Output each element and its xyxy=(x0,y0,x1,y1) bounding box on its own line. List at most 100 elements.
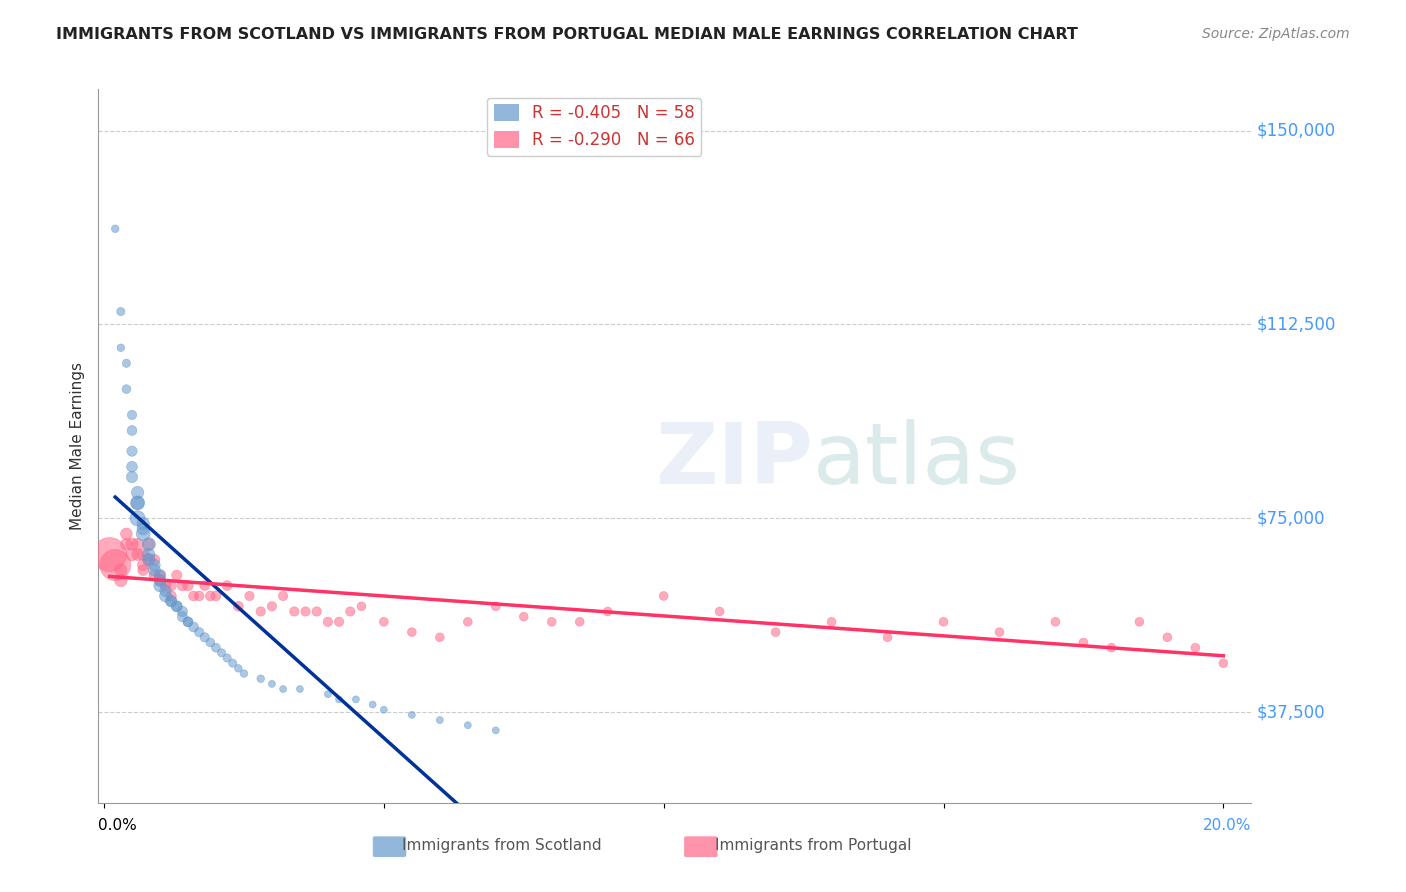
Point xyxy=(429,630,451,644)
Point xyxy=(121,459,143,474)
Point xyxy=(249,672,271,686)
Point xyxy=(200,589,222,603)
Point xyxy=(127,511,149,525)
Text: 0.0%: 0.0% xyxy=(98,818,138,833)
Point xyxy=(652,589,675,603)
Point xyxy=(1128,615,1150,629)
Point xyxy=(288,681,311,696)
Point xyxy=(271,589,294,603)
Point xyxy=(121,548,143,562)
Point xyxy=(876,630,898,644)
Point xyxy=(457,615,479,629)
Point xyxy=(249,605,271,619)
Point xyxy=(260,677,283,691)
Point xyxy=(485,599,508,614)
Point xyxy=(104,222,127,236)
Y-axis label: Median Male Earnings: Median Male Earnings xyxy=(69,362,84,530)
Point xyxy=(166,568,188,582)
Point xyxy=(143,553,166,567)
Point xyxy=(316,687,339,701)
Point xyxy=(160,589,183,603)
Point xyxy=(194,579,217,593)
Point xyxy=(328,692,350,706)
Point xyxy=(820,615,842,629)
Point xyxy=(194,630,217,644)
Point xyxy=(401,625,423,640)
Point xyxy=(217,579,239,593)
Point xyxy=(149,579,172,593)
Point xyxy=(540,615,562,629)
Point xyxy=(132,548,155,562)
Point xyxy=(188,625,211,640)
Point xyxy=(183,620,205,634)
Point xyxy=(127,496,149,510)
Point xyxy=(121,444,143,458)
Point xyxy=(344,692,367,706)
Point xyxy=(132,558,155,572)
Point xyxy=(429,713,451,727)
Point xyxy=(138,553,160,567)
Point xyxy=(1184,640,1206,655)
Point xyxy=(149,568,172,582)
Point xyxy=(127,496,149,510)
Point xyxy=(373,615,395,629)
Point xyxy=(143,558,166,572)
Text: IMMIGRANTS FROM SCOTLAND VS IMMIGRANTS FROM PORTUGAL MEDIAN MALE EARNINGS CORREL: IMMIGRANTS FROM SCOTLAND VS IMMIGRANTS F… xyxy=(56,27,1078,42)
Point xyxy=(172,579,194,593)
Point xyxy=(132,522,155,536)
Point xyxy=(211,646,233,660)
Point xyxy=(155,579,177,593)
Point xyxy=(143,563,166,577)
Point xyxy=(568,615,591,629)
Point xyxy=(200,635,222,649)
Point xyxy=(115,527,138,541)
Point xyxy=(1099,640,1122,655)
Text: 20.0%: 20.0% xyxy=(1204,818,1251,833)
Text: Immigrants from Scotland: Immigrants from Scotland xyxy=(402,838,602,853)
Point xyxy=(132,563,155,577)
Point xyxy=(121,408,143,422)
Point xyxy=(228,661,250,675)
Point xyxy=(155,589,177,603)
Point xyxy=(149,574,172,588)
FancyBboxPatch shape xyxy=(685,837,717,857)
Point xyxy=(183,589,205,603)
Point xyxy=(294,605,316,619)
Text: ZIP: ZIP xyxy=(655,418,813,502)
Text: $150,000: $150,000 xyxy=(1257,121,1336,139)
Point xyxy=(188,589,211,603)
Point xyxy=(155,583,177,598)
Legend: R = -0.405   N = 58, R = -0.290   N = 66: R = -0.405 N = 58, R = -0.290 N = 66 xyxy=(486,97,702,155)
Point xyxy=(205,640,228,655)
Point xyxy=(138,537,160,551)
Point xyxy=(238,589,260,603)
Point xyxy=(1045,615,1067,629)
Point xyxy=(709,605,731,619)
Point xyxy=(121,424,143,438)
Point xyxy=(177,615,200,629)
Point xyxy=(160,594,183,608)
Point xyxy=(172,609,194,624)
Point xyxy=(1073,635,1095,649)
Point xyxy=(1212,656,1234,670)
Point xyxy=(110,304,132,318)
Point xyxy=(232,666,254,681)
FancyBboxPatch shape xyxy=(373,837,406,857)
Point xyxy=(138,537,160,551)
Point xyxy=(401,707,423,722)
Text: atlas: atlas xyxy=(813,418,1021,502)
Point xyxy=(271,681,294,696)
Point xyxy=(316,615,339,629)
Point xyxy=(115,537,138,551)
Text: $75,000: $75,000 xyxy=(1257,509,1326,527)
Point xyxy=(283,605,305,619)
Point xyxy=(205,589,228,603)
Text: Source: ZipAtlas.com: Source: ZipAtlas.com xyxy=(1202,27,1350,41)
Point xyxy=(260,599,283,614)
Point xyxy=(177,615,200,629)
Point xyxy=(513,609,536,624)
Point xyxy=(166,599,188,614)
Point xyxy=(160,594,183,608)
Point xyxy=(115,356,138,370)
Point xyxy=(222,656,245,670)
